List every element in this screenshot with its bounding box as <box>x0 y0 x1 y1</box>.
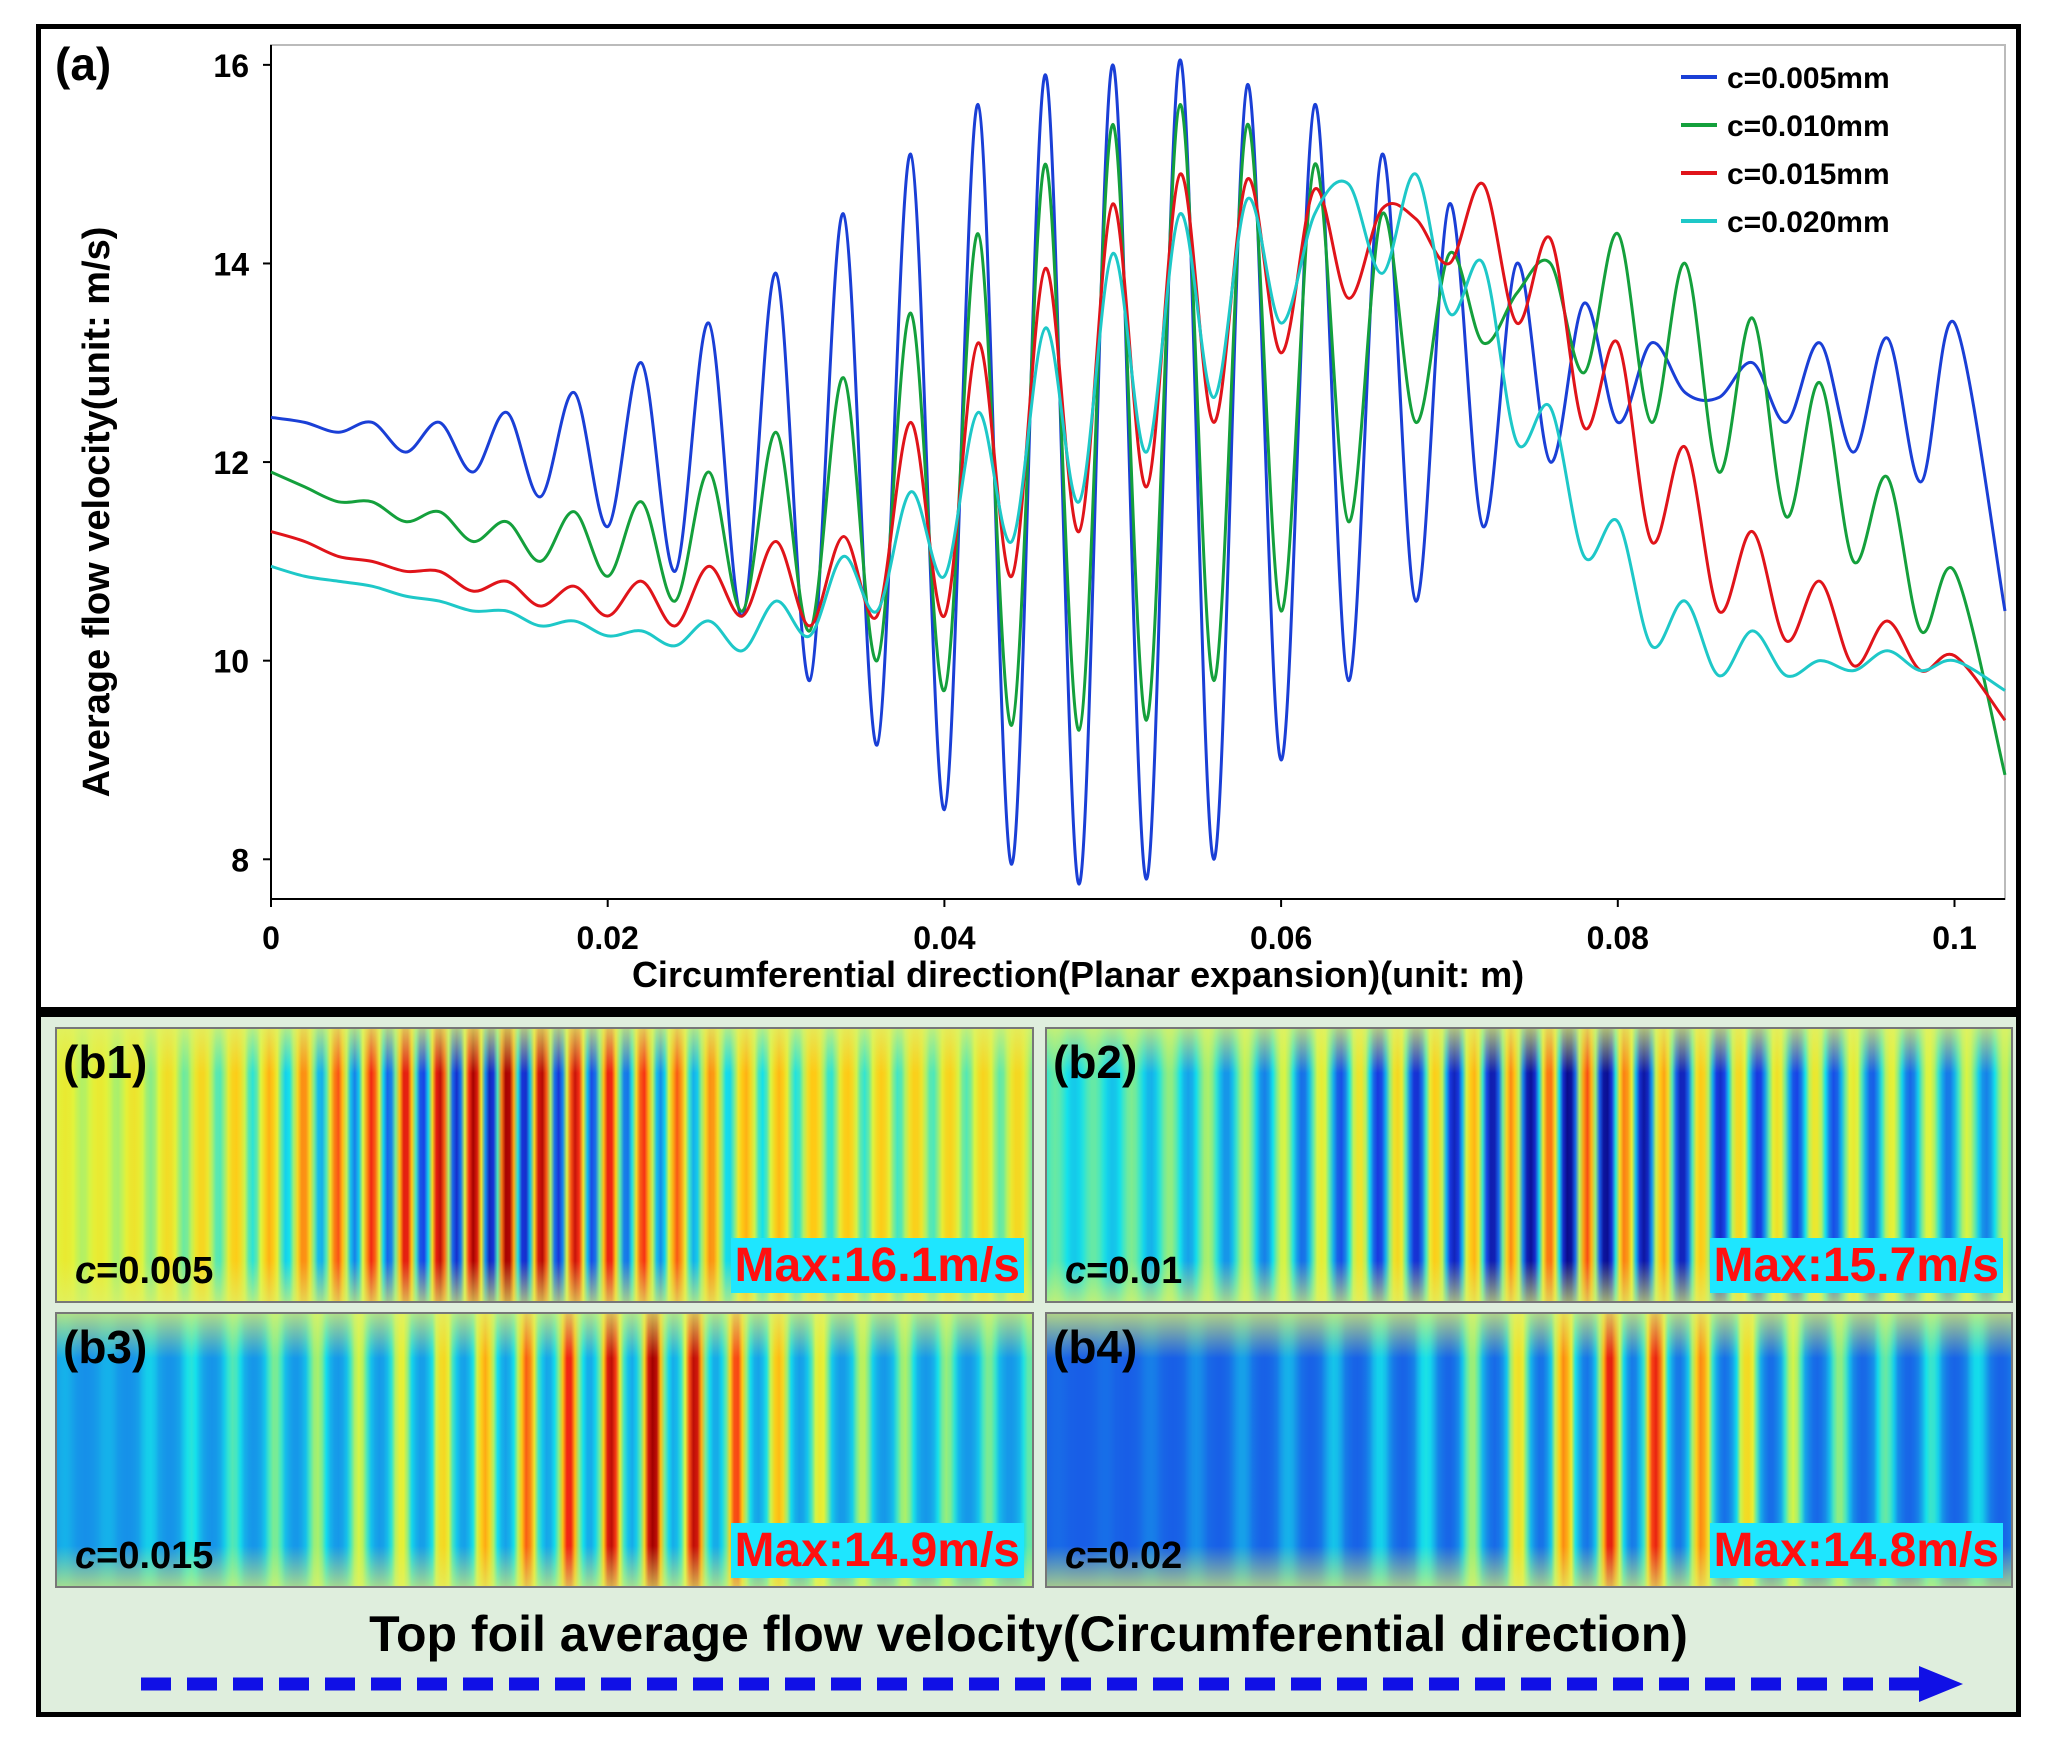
map-b3-clearance-symbol: c <box>75 1535 97 1577</box>
velocity-map-b4: (b4) c=0.02 Max:14.8m/s <box>1045 1312 2013 1588</box>
map-b2-max-label: Max:15.7m/s <box>1709 1238 2003 1293</box>
series-line-4 <box>270 172 2006 692</box>
series-line-2 <box>270 103 2007 776</box>
bottom-caption: Top foil average flow velocity(Circumfer… <box>369 1606 1688 1662</box>
arrow-head <box>1919 1666 1963 1702</box>
x-tick-label: 0 <box>262 920 280 956</box>
legend-label-1: c=0.005mm <box>1727 62 1890 95</box>
y-tick-label: 14 <box>213 246 249 282</box>
map-b3-clearance-value: =0.015 <box>96 1535 214 1577</box>
x-tick-label: 0.02 <box>577 920 639 956</box>
map-b4-max-label: Max:14.8m/s <box>1709 1523 2003 1578</box>
map-b2-clearance-value: =0.01 <box>1086 1250 1183 1292</box>
map-b1-clearance-value: =0.005 <box>96 1250 214 1292</box>
map-b1-max-label: Max:16.1m/s <box>730 1238 1024 1293</box>
velocity-map-b4-image <box>1047 1314 2011 1586</box>
y-tick-label: 8 <box>231 842 249 878</box>
velocity-map-b3: (b3) c=0.015 Max:14.9m/s <box>55 1312 1034 1588</box>
panel-a: 0 0.02 0.04 0.06 0.08 0.1 8 10 12 14 16 Circumferen… <box>36 24 2021 1012</box>
y-tick-label: 12 <box>213 445 249 481</box>
map-b4-tag: (b4) <box>1053 1321 1138 1373</box>
y-axis-label: Average flow velocity(unit: m/s) <box>76 227 118 798</box>
map-b1-clearance-symbol: c <box>75 1250 97 1292</box>
map-b4-clearance: c=0.02 <box>1065 1535 1182 1578</box>
map-b2-clearance: c=0.01 <box>1065 1250 1182 1293</box>
map-b2-clearance-symbol: c <box>1065 1250 1087 1292</box>
series-line-3 <box>270 172 2007 722</box>
x-axis-label: Circumferential direction(Planar expansi… <box>632 954 1524 995</box>
map-b3-tag: (b3) <box>63 1321 148 1373</box>
map-b4-clearance-symbol: c <box>1065 1535 1087 1577</box>
x-tick-label: 0.04 <box>913 920 975 956</box>
x-tick-label: 0.1 <box>1932 920 1976 956</box>
map-b4-clearance-value: =0.02 <box>1086 1535 1183 1577</box>
map-b1-tag: (b1) <box>63 1036 148 1088</box>
x-tick-label: 0.06 <box>1250 920 1312 956</box>
x-tick-label: 0.08 <box>1587 920 1649 956</box>
map-b2-tag: (b2) <box>1053 1036 1138 1088</box>
y-tick-label: 16 <box>213 48 249 84</box>
map-b3-clearance: c=0.015 <box>75 1535 213 1578</box>
direction-arrow <box>141 1666 1963 1702</box>
panel-a-label: (a) <box>55 38 112 90</box>
line-chart: 0 0.02 0.04 0.06 0.08 0.1 8 10 12 14 16 Circumferen… <box>76 44 2007 995</box>
y-tick-label: 10 <box>213 644 249 680</box>
map-b3-max-label: Max:14.9m/s <box>730 1523 1024 1578</box>
legend-label-4: c=0.020mm <box>1727 206 1890 239</box>
panel-b: (b1) c=0.005 Max:16.1m/s (b2) c=0.01 Max… <box>36 1012 2021 1717</box>
map-b1-clearance: c=0.005 <box>75 1250 213 1293</box>
velocity-map-b2: (b2) c=0.01 Max:15.7m/s <box>1045 1027 2013 1303</box>
legend-label-2: c=0.010mm <box>1727 110 1890 143</box>
velocity-map-b1: (b1) c=0.005 Max:16.1m/s <box>55 1027 1034 1303</box>
legend-label-3: c=0.015mm <box>1727 158 1890 191</box>
